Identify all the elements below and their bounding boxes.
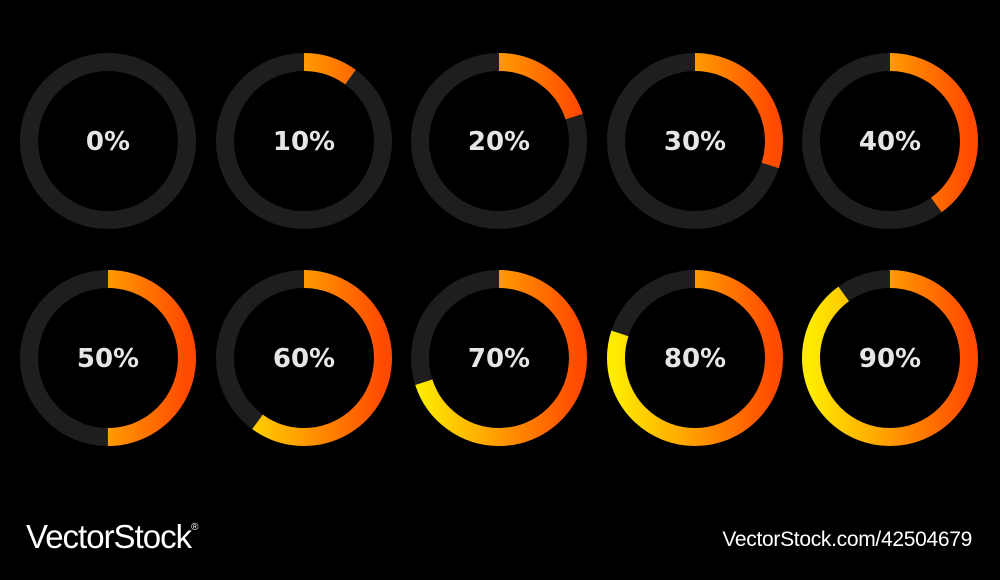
stock-url: VectorStock.com/42504679 (722, 528, 972, 551)
ring-progress-arc (411, 53, 587, 229)
progress-ring-60: 60% (216, 270, 392, 446)
progress-ring-90: 90% (802, 270, 978, 446)
progress-ring-80: 80% (607, 270, 783, 446)
ring-progress-arc (607, 270, 783, 446)
ring-percent-label: 30% (664, 127, 726, 157)
ring-percent-label: 0% (86, 127, 130, 157)
progress-ring-70: 70% (411, 270, 587, 446)
ring-progress-arc (802, 270, 978, 446)
ring-progress-arc (607, 53, 783, 229)
brand-name: VectorStock (26, 518, 192, 555)
ring-progress-arc (411, 270, 587, 446)
ring-track (20, 53, 196, 229)
progress-ring-30: 30% (607, 53, 783, 229)
progress-rings-canvas: 0% 10% 20% 30% 40% 50% 60% 70% 80% 90% (20, 53, 978, 446)
ring-percent-label: 20% (468, 127, 530, 157)
ring-percent-label: 50% (77, 344, 139, 374)
progress-ring-0: 0% (20, 53, 196, 229)
vectorstock-logo: VectorStock® (26, 518, 199, 556)
ring-percent-label: 40% (859, 127, 921, 157)
progress-ring-40: 40% (802, 53, 978, 229)
ring-percent-label: 60% (273, 344, 335, 374)
ring-percent-label: 10% (273, 127, 335, 157)
progress-ring-20: 20% (411, 53, 587, 229)
ring-progress-arc (216, 53, 392, 229)
ring-percent-label: 80% (664, 344, 726, 374)
ring-percent-label: 90% (859, 344, 921, 374)
ring-progress-arc (802, 53, 978, 229)
ring-progress-arc (216, 270, 392, 446)
progress-ring-50: 50% (20, 270, 196, 446)
watermark-footer: VectorStock® VectorStock.com/42504679 (0, 490, 1000, 580)
progress-ring-10: 10% (216, 53, 392, 229)
ring-progress-arc (20, 270, 196, 446)
registered-mark: ® (191, 522, 198, 533)
ring-percent-label: 70% (468, 344, 530, 374)
